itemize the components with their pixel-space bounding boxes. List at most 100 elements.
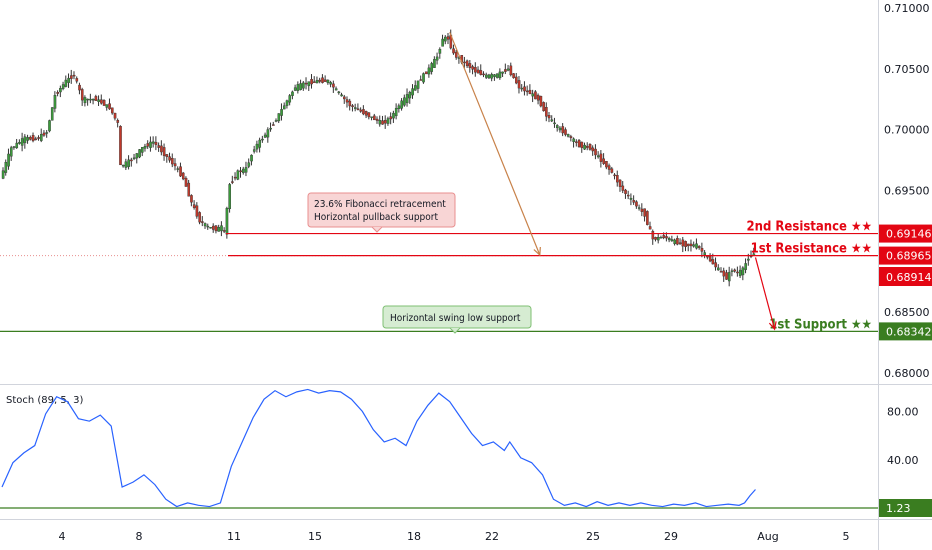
candle-body — [345, 99, 349, 103]
candle-body — [250, 154, 253, 162]
candle-body — [411, 88, 414, 96]
candle-body — [83, 97, 87, 104]
candle-body — [588, 144, 592, 150]
candle-body — [209, 226, 212, 229]
candle-body — [452, 48, 455, 54]
candle-body — [479, 70, 483, 75]
candle-body — [242, 168, 245, 173]
level-badge-text: 0.68965 — [886, 250, 932, 263]
price-axis: 0.71000 0.70500 0.70000 0.69500 0.68500 0.680… — [884, 2, 930, 380]
candle-body — [138, 149, 141, 158]
candle-body — [258, 139, 262, 148]
candle-body — [217, 227, 221, 232]
candle-body — [703, 252, 707, 256]
stoch-tick-label: 40.00 — [887, 454, 919, 467]
candle-body — [427, 67, 431, 75]
candle-body — [108, 103, 111, 110]
candle-body — [171, 158, 174, 165]
price-tick-label: 0.68500 — [884, 306, 930, 319]
candle-body — [214, 225, 218, 232]
candle-body — [384, 119, 387, 124]
candle-body — [577, 140, 581, 148]
candle-body — [542, 102, 545, 112]
candle-body — [400, 100, 403, 109]
candle-body — [266, 129, 270, 138]
candle-body — [274, 120, 278, 122]
candle-body — [89, 98, 92, 101]
candle-body — [419, 79, 423, 81]
candle-body — [23, 136, 27, 144]
candle-body — [747, 258, 750, 261]
candle-body — [547, 115, 551, 119]
candle-body — [394, 107, 398, 117]
candle-body — [15, 142, 19, 149]
time-tick-label: 22 — [485, 530, 499, 543]
candle-body — [228, 184, 231, 210]
candle-body — [165, 154, 169, 158]
candle-body — [378, 120, 382, 125]
forecast-arrows — [449, 32, 777, 331]
candle-body — [37, 137, 40, 139]
candle-series — [1, 29, 756, 287]
candle-body — [498, 71, 502, 79]
candle-body — [692, 244, 696, 247]
level-label: 1st Resistance ★★ — [751, 242, 872, 257]
candle-body — [176, 168, 180, 170]
candle-body — [222, 230, 226, 232]
candle-body — [490, 74, 494, 79]
candle-body — [154, 141, 158, 145]
candle-body — [534, 91, 537, 100]
candle-body — [594, 148, 597, 156]
candle-body — [236, 170, 240, 180]
candle-body — [18, 142, 21, 144]
candle-body — [53, 95, 57, 109]
candle-body — [629, 197, 633, 200]
candle-body — [444, 36, 447, 42]
candle-body — [509, 65, 513, 76]
candle-body — [531, 93, 535, 97]
price-tick-label: 0.70000 — [884, 124, 930, 137]
current-price-badge: 0.68914 — [879, 267, 932, 286]
time-tick-label: 29 — [664, 530, 678, 543]
time-axis: 4 8 11 15 18 22 25 29 Aug 5 — [59, 530, 850, 543]
candle-body — [288, 95, 292, 103]
candle-body — [416, 80, 420, 89]
candle-body — [184, 177, 188, 187]
candle-body — [247, 162, 251, 167]
candle-body — [373, 115, 376, 121]
candle-body — [566, 134, 570, 137]
forecast-arrow-line — [449, 32, 541, 256]
candle-body — [657, 236, 660, 241]
fibonacci-annotation: 23.6% Fibonacci retracement Horizontal p… — [307, 192, 456, 233]
candle-body — [670, 239, 674, 242]
stoch-value-text: 1.23 — [886, 502, 911, 515]
levels-group: 2nd Resistance ★★ 0.69146 1st Resistance ★… — [0, 220, 932, 341]
level-badge — [879, 224, 932, 243]
candle-body — [591, 147, 595, 152]
candle-body — [648, 226, 652, 230]
stoch-value-badge — [879, 499, 932, 517]
candle-body — [520, 87, 524, 90]
fibonacci-annotation-pointer — [371, 226, 383, 233]
candle-body — [575, 141, 578, 143]
candle-body — [607, 165, 611, 170]
level-badge-text: 0.68342 — [886, 325, 932, 338]
candle-body — [375, 118, 379, 121]
candle-body — [599, 153, 603, 162]
candle-body — [621, 185, 625, 191]
candle-body — [441, 38, 444, 47]
candle-body — [665, 236, 668, 239]
candle-body — [632, 200, 636, 203]
candle-body — [392, 112, 395, 119]
candle-body — [132, 157, 136, 160]
candle-body — [351, 105, 354, 107]
level-label: 2nd Resistance ★★ — [747, 220, 873, 235]
time-tick-label: 4 — [59, 530, 66, 543]
candle-body — [553, 122, 556, 125]
candle-body — [151, 141, 155, 144]
candle-body — [34, 138, 38, 140]
candle-body — [299, 83, 302, 90]
candle-body — [476, 69, 480, 74]
candle-body — [362, 109, 365, 115]
